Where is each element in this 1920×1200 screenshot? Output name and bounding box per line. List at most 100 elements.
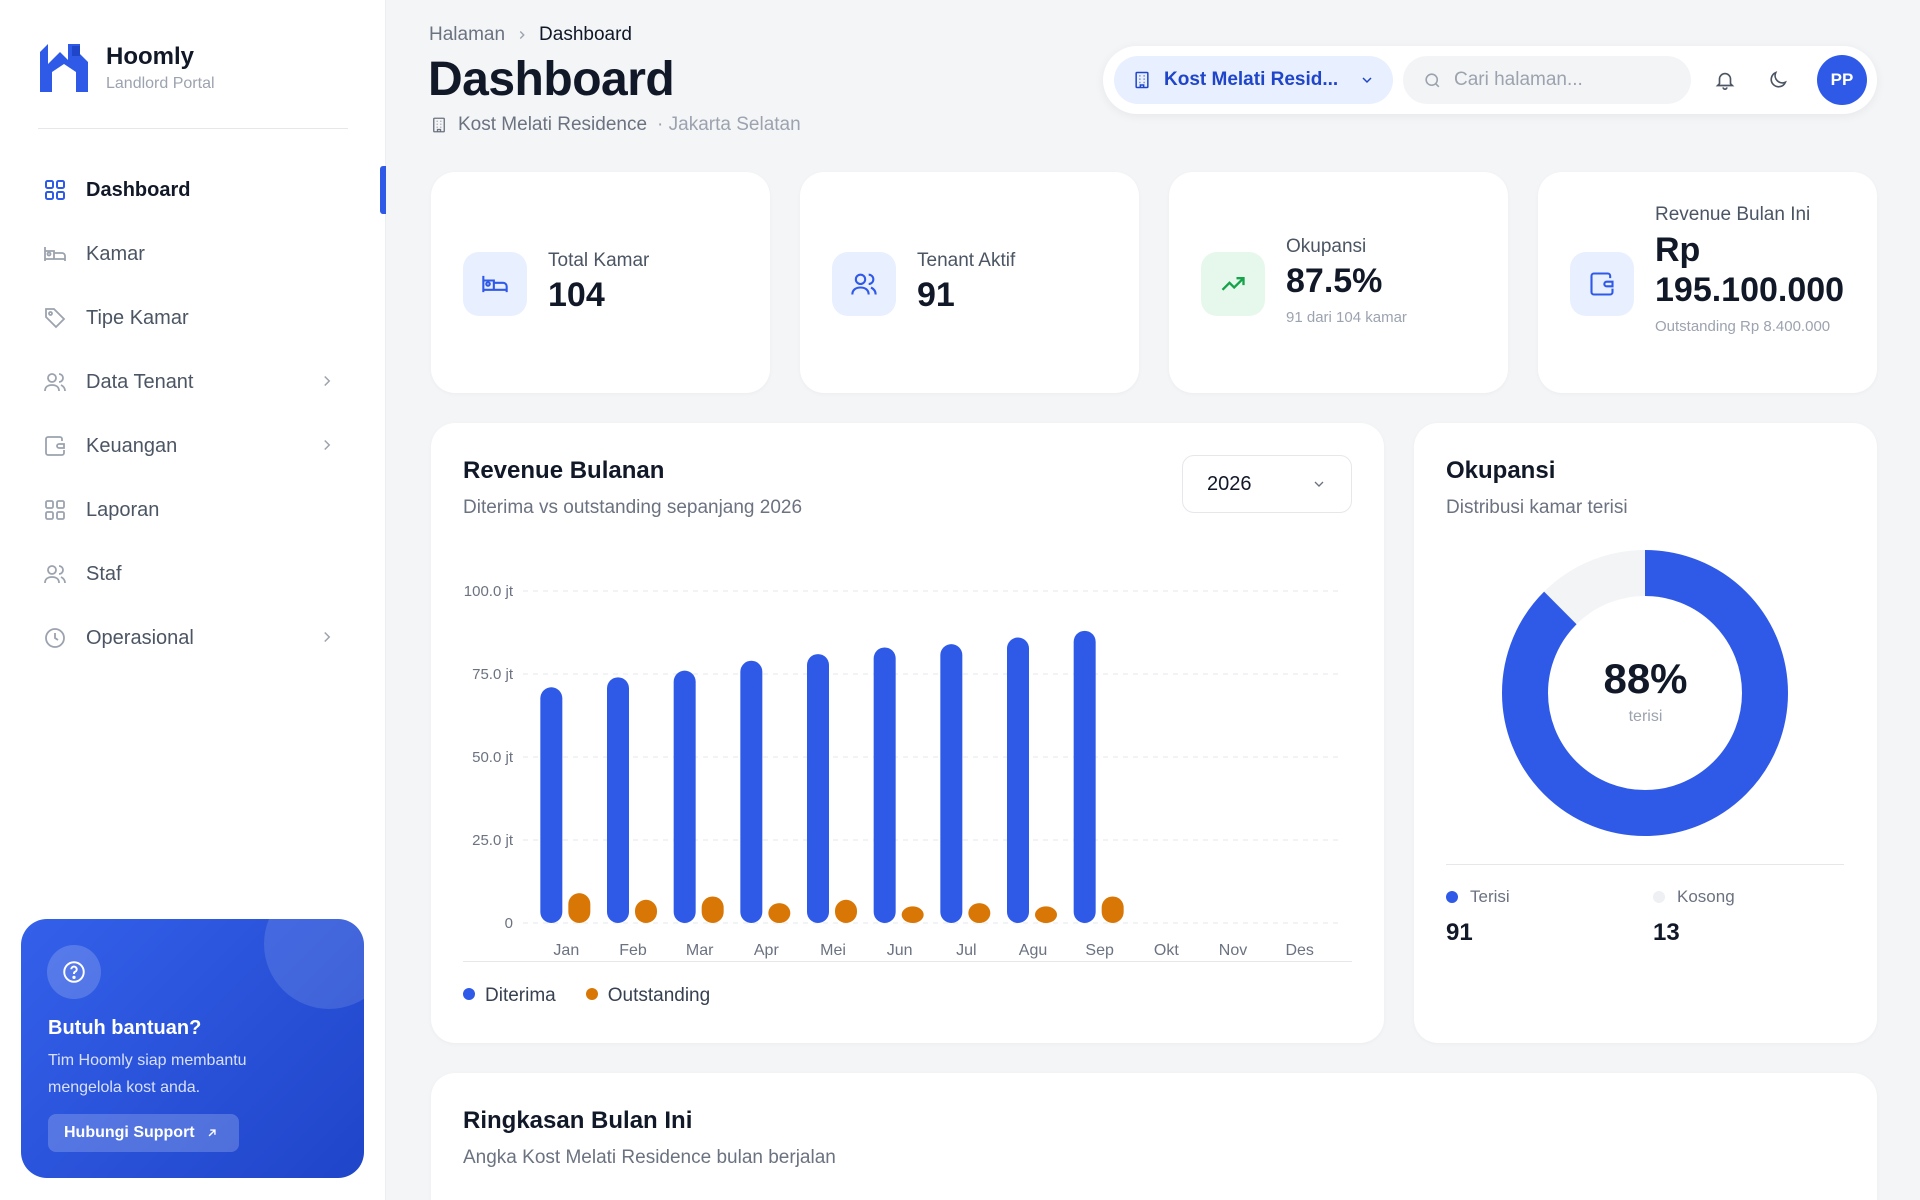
stat-value: 104 bbox=[548, 276, 605, 314]
sidebar-item-keuangan[interactable]: Keuangan bbox=[0, 414, 386, 478]
legend-item-diterima[interactable]: Diterima bbox=[463, 985, 556, 1007]
bar-diterima bbox=[673, 670, 696, 923]
bar-outstanding bbox=[1101, 896, 1124, 923]
sidebar-item-laporan[interactable]: Laporan bbox=[0, 478, 386, 542]
wallet-icon bbox=[1570, 252, 1634, 316]
x-tick-label: Jun bbox=[887, 942, 913, 959]
year-select-value: 2026 bbox=[1207, 472, 1252, 495]
building-icon bbox=[1135, 71, 1149, 89]
card-title: Ringkasan Bulan Ini bbox=[463, 1107, 693, 1134]
breadcrumb-root[interactable]: Halaman bbox=[429, 24, 506, 45]
legend-dot bbox=[463, 987, 475, 1000]
stat-label: Total Kamar bbox=[548, 250, 650, 271]
bed-icon bbox=[463, 252, 527, 316]
year-select[interactable]: 2026 bbox=[1182, 455, 1352, 513]
stat-sub: Outstanding Rp 8.400.000 bbox=[1655, 318, 1831, 335]
search-input[interactable] bbox=[1454, 69, 1654, 91]
contact-support-button[interactable]: Hubungi Support bbox=[48, 1114, 239, 1152]
property-select[interactable]: Kost Melati Resid... bbox=[1114, 56, 1393, 104]
y-tick-label: 50.0 jt bbox=[472, 749, 514, 766]
grid-icon bbox=[42, 497, 68, 523]
grid-icon bbox=[42, 177, 68, 203]
breadcrumb-current: Dashboard bbox=[539, 24, 632, 45]
bar-outstanding bbox=[901, 906, 924, 923]
page-title: Dashboard bbox=[428, 53, 675, 106]
revenue-bar-chart: 0 25.0 jt 50.0 jt 75.0 jt 100.0 jt Jan Feb Mar A… bbox=[464, 583, 1343, 959]
sidebar-item-staf[interactable]: Staf bbox=[0, 542, 386, 606]
bar-diterima bbox=[607, 677, 629, 923]
x-tick-label: Sep bbox=[1085, 942, 1114, 959]
legend-dot bbox=[1653, 891, 1665, 903]
chevron-right-icon bbox=[318, 372, 336, 395]
chevron-down-icon bbox=[1362, 77, 1372, 84]
breadcrumb: Halaman Dashboard bbox=[429, 24, 632, 46]
help-circle-icon bbox=[47, 945, 101, 999]
bar-outstanding bbox=[768, 903, 791, 923]
building-icon bbox=[433, 117, 445, 133]
legend-dot bbox=[1446, 891, 1458, 903]
search-box[interactable] bbox=[1403, 56, 1691, 104]
search-icon bbox=[1425, 72, 1440, 87]
help-description: Tim Hoomly siap membantu mengelola kost … bbox=[48, 1052, 247, 1096]
card-subtitle: Diterima vs outstanding sepanjang 2026 bbox=[463, 497, 803, 518]
bar-outstanding bbox=[968, 903, 991, 923]
brand-subtitle: Landlord Portal bbox=[106, 75, 215, 92]
sidebar-nav: Dashboard Kamar Tipe Kamar Data Tenant bbox=[0, 158, 386, 670]
sidebar-item-operasional[interactable]: Operasional bbox=[0, 606, 386, 670]
decorative-circle bbox=[264, 919, 364, 1009]
stat-label: Okupansi bbox=[1286, 236, 1367, 257]
stat-value: Rp 195.100.000 bbox=[1655, 231, 1845, 309]
donut-group bbox=[1502, 550, 1788, 836]
sidebar-item-tipe-kamar[interactable]: Tipe Kamar bbox=[0, 286, 386, 350]
trending-up-icon bbox=[1201, 252, 1265, 316]
sidebar-item-data-tenant[interactable]: Data Tenant bbox=[0, 350, 386, 414]
legend-value: 91 bbox=[1446, 919, 1473, 946]
sidebar: Hoomly Landlord Portal Dashboard Kamar T… bbox=[0, 0, 386, 1200]
legend-label: Kosong bbox=[1677, 887, 1735, 906]
moon-icon[interactable] bbox=[1764, 66, 1792, 94]
sidebar-item-label: Operasional bbox=[86, 626, 194, 649]
x-tick-label: Feb bbox=[619, 942, 647, 959]
chevron-right-icon bbox=[318, 436, 336, 459]
bar-diterima bbox=[873, 647, 896, 923]
sidebar-item-kamar[interactable]: Kamar bbox=[0, 222, 386, 286]
clock-icon bbox=[42, 625, 68, 651]
legend-item-outstanding[interactable]: Outstanding bbox=[585, 985, 711, 1007]
stat-value: 91 bbox=[917, 276, 955, 314]
divider bbox=[463, 961, 1352, 962]
y-tick-label: 25.0 jt bbox=[472, 832, 514, 849]
help-title: Butuh bantuan? bbox=[48, 1017, 202, 1039]
bed-icon bbox=[42, 241, 68, 267]
stat-card-tenant-aktif: Tenant Aktif 91 bbox=[800, 172, 1139, 393]
brand-name: Hoomly bbox=[106, 43, 195, 70]
legend-value: 13 bbox=[1653, 919, 1680, 946]
bar-outstanding bbox=[568, 893, 591, 923]
y-tick-label: 0 bbox=[505, 915, 513, 932]
sidebar-item-dashboard[interactable]: Dashboard bbox=[0, 158, 386, 222]
donut-center-value: 88% bbox=[1603, 655, 1688, 702]
legend-label: Outstanding bbox=[607, 985, 711, 1006]
bell-icon[interactable] bbox=[1711, 66, 1739, 94]
bar-diterima bbox=[540, 687, 563, 923]
stat-card-revenue: Revenue Bulan Ini Rp 195.100.000 Outstan… bbox=[1538, 172, 1877, 393]
sidebar-item-label: Dashboard bbox=[86, 178, 191, 201]
divider bbox=[1446, 864, 1844, 865]
x-tick-label: Jul bbox=[956, 942, 976, 959]
stat-card-total-kamar: Total Kamar 104 bbox=[431, 172, 770, 393]
card-subtitle: Angka Kost Melati Residence bulan berjal… bbox=[463, 1147, 836, 1168]
sidebar-item-label: Staf bbox=[86, 562, 122, 585]
x-tick-label: Mei bbox=[820, 942, 846, 959]
divider bbox=[38, 128, 348, 129]
users-icon bbox=[42, 561, 68, 587]
sidebar-item-label: Data Tenant bbox=[86, 370, 194, 393]
avatar[interactable]: PP bbox=[1817, 55, 1867, 105]
y-tick-label: 75.0 jt bbox=[472, 666, 514, 683]
stat-sub: 91 dari 104 kamar bbox=[1286, 309, 1407, 326]
x-tick-label: Agu bbox=[1019, 942, 1047, 959]
bar-outstanding bbox=[701, 896, 724, 923]
x-tick-label: Jan bbox=[553, 942, 579, 959]
x-tick-label: Des bbox=[1285, 942, 1313, 959]
chevron-down-icon bbox=[1314, 481, 1324, 487]
sidebar-item-label: Tipe Kamar bbox=[86, 306, 189, 329]
brand[interactable]: Hoomly Landlord Portal bbox=[38, 42, 215, 94]
